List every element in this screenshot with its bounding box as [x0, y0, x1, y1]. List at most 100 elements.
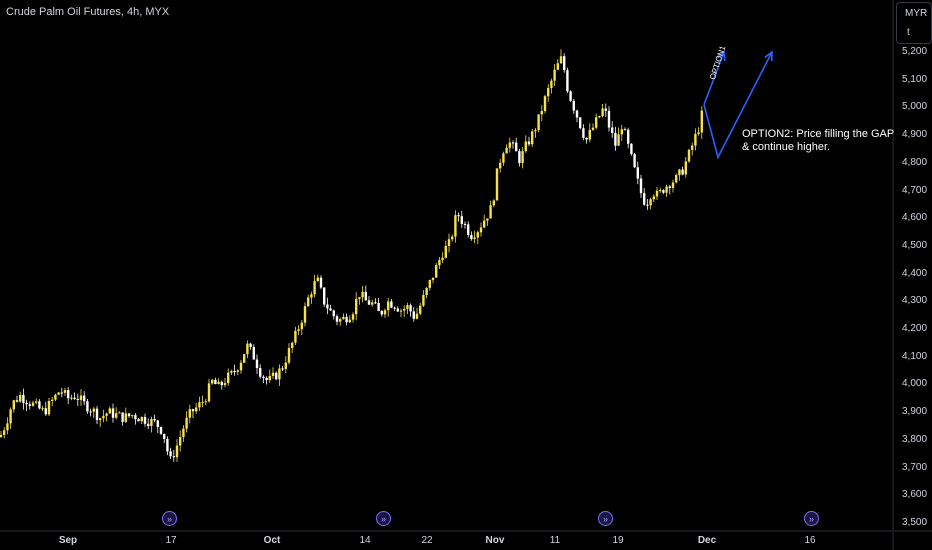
candle-down: [367, 300, 371, 305]
candle-up: [118, 412, 121, 414]
candle-up: [99, 418, 102, 421]
candle-down: [380, 310, 383, 315]
candle-up: [537, 114, 540, 131]
y-tick-label: 4,300: [902, 295, 928, 307]
candle-up: [9, 409, 12, 424]
candle-up: [271, 372, 275, 376]
candle-down: [137, 419, 140, 422]
candle-down: [467, 224, 470, 235]
candle-up: [227, 372, 230, 384]
candle-down: [668, 186, 671, 188]
candle-down: [604, 108, 607, 111]
candle-up: [441, 257, 444, 261]
x-tick-label: Sep: [58, 535, 78, 546]
candle-up: [403, 308, 406, 311]
x-tick-label: Nov: [485, 535, 505, 546]
candle-up: [201, 401, 204, 403]
candle-down: [579, 117, 582, 129]
candle-down: [86, 401, 89, 412]
candle-down: [156, 420, 159, 427]
calendar-event-icon[interactable]: »: [804, 511, 819, 526]
candle-down: [262, 376, 265, 378]
candle-up: [502, 153, 505, 163]
candle-up: [297, 329, 300, 331]
x-tick-label: 19: [612, 535, 624, 546]
candle-up: [451, 236, 454, 240]
candle-down: [44, 408, 47, 415]
candle-up: [351, 314, 355, 320]
candle-up: [179, 437, 182, 446]
candle-up: [246, 343, 249, 355]
candle-down: [457, 215, 460, 217]
candle-down: [166, 438, 169, 452]
candle-down: [611, 127, 614, 133]
candle-up: [505, 147, 508, 154]
candle-up: [671, 182, 675, 188]
x-tick-label: 17: [165, 535, 177, 546]
candle-down: [259, 368, 262, 377]
projection-arrow[interactable]: [703, 51, 773, 160]
x-tick-label: 16: [804, 535, 816, 546]
candle-up: [473, 237, 476, 240]
candle-down: [252, 346, 255, 360]
candle-down: [630, 143, 633, 155]
y-tick-label: 4,900: [902, 129, 928, 141]
calendar-event-icon[interactable]: »: [598, 511, 613, 526]
candle-down: [60, 392, 63, 394]
y-tick-label: 3,800: [902, 433, 928, 445]
candle-down: [233, 370, 236, 372]
candle-down: [25, 402, 28, 405]
projection-arrow[interactable]: [703, 51, 725, 105]
candle-up: [438, 260, 441, 266]
candle-down: [527, 141, 531, 145]
candle-down: [636, 167, 639, 179]
candle-down: [614, 132, 617, 146]
candle-down: [281, 368, 284, 370]
x-tick-label: Dec: [697, 535, 717, 546]
candle-down: [83, 395, 86, 402]
candle-down: [396, 308, 399, 312]
candle-up: [419, 305, 422, 314]
currency-label: MYR: [905, 8, 928, 19]
candle-down: [143, 416, 147, 424]
candle-up: [0, 434, 3, 438]
calendar-event-icon[interactable]: »: [162, 511, 177, 526]
candle-up: [51, 399, 54, 401]
candle-down: [265, 377, 268, 381]
candle-up: [303, 306, 307, 323]
candle-down: [335, 316, 339, 322]
candle-down: [121, 412, 124, 422]
candle-up: [399, 310, 403, 312]
candle-up: [675, 175, 678, 183]
candle-up: [6, 423, 9, 431]
candle-up: [655, 190, 659, 197]
candle-up: [361, 291, 364, 298]
calendar-event-icon[interactable]: »: [376, 511, 391, 526]
candle-down: [214, 379, 217, 385]
candle-up: [342, 316, 345, 320]
candle-up: [620, 129, 623, 135]
option2-line1: OPTION2: Price filling the GAP: [742, 128, 895, 140]
candle-up: [223, 383, 227, 386]
arrow-head: [716, 50, 726, 62]
candle-up: [406, 305, 409, 309]
candle-down: [390, 301, 393, 308]
candle-down: [607, 110, 611, 128]
candle-up: [300, 322, 303, 330]
candle-up: [204, 401, 207, 403]
candle-up: [383, 310, 387, 315]
candle-up: [543, 96, 547, 112]
candle-up: [601, 108, 604, 117]
candle-up: [588, 129, 591, 140]
currency-selector[interactable]: MYR t: [896, 2, 932, 44]
candle-down: [633, 154, 636, 168]
candle-down: [172, 456, 175, 458]
candle-up: [291, 342, 294, 349]
candle-up: [697, 132, 700, 134]
candle-down: [409, 305, 412, 312]
candle-up: [687, 149, 691, 162]
y-tick-label: 4,800: [902, 156, 928, 168]
candle-down: [332, 310, 335, 317]
candle-up: [182, 428, 185, 438]
